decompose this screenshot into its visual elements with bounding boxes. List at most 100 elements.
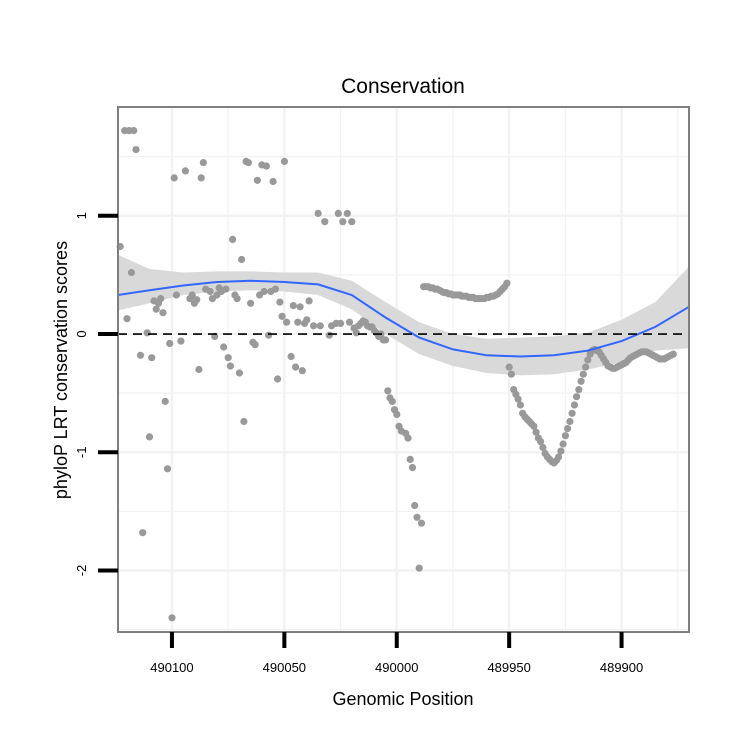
data-point — [584, 356, 592, 364]
data-point — [145, 433, 154, 441]
confidence-band-area — [118, 254, 689, 376]
data-point — [298, 367, 306, 375]
data-point — [170, 174, 178, 182]
x-tick-label: 490000 — [375, 660, 418, 675]
data-point — [130, 127, 138, 135]
data-point — [292, 363, 300, 371]
grid-lines — [118, 107, 689, 632]
data-point — [159, 309, 167, 317]
data-point — [503, 279, 511, 287]
data-point — [197, 174, 205, 182]
data-point — [168, 614, 176, 622]
data-point — [669, 350, 677, 358]
data-point — [287, 352, 295, 361]
data-point — [233, 295, 241, 303]
data-point — [314, 209, 322, 217]
data-point — [181, 167, 189, 175]
data-point — [415, 564, 423, 572]
data-point — [388, 397, 396, 405]
data-point — [195, 365, 203, 374]
x-axis-ticks: 490100 490050 490000 489950 489900 — [150, 632, 643, 675]
data-point — [123, 315, 131, 323]
data-point — [348, 218, 356, 226]
data-point — [334, 209, 342, 217]
data-point — [321, 218, 329, 226]
data-point — [269, 177, 277, 186]
data-point — [229, 235, 237, 243]
data-point — [152, 305, 160, 313]
y-tick-label: 0 — [74, 330, 89, 337]
data-point — [310, 322, 318, 330]
data-point — [163, 465, 172, 473]
data-point — [139, 529, 147, 537]
y-axis-ticks: -2 -1 0 1 — [74, 212, 118, 576]
data-point — [188, 291, 196, 299]
data-point — [557, 447, 565, 455]
data-point — [573, 393, 581, 401]
data-point — [240, 417, 248, 426]
data-point — [413, 513, 421, 521]
data-point — [278, 312, 286, 320]
data-point — [148, 354, 156, 362]
data-point — [235, 369, 243, 377]
data-point — [136, 351, 145, 359]
data-point — [505, 363, 513, 371]
data-point — [339, 218, 347, 226]
data-point — [404, 434, 412, 442]
data-point — [514, 395, 522, 403]
data-point — [177, 337, 185, 345]
data-point — [280, 157, 288, 165]
data-point — [352, 329, 360, 337]
data-point — [226, 362, 234, 370]
x-tick-label: 490050 — [263, 660, 306, 675]
x-tick-label: 489900 — [600, 660, 643, 675]
data-point — [417, 519, 426, 527]
data-point — [337, 319, 345, 327]
data-point — [296, 303, 304, 311]
y-tick-label: -2 — [74, 565, 89, 577]
data-point — [161, 397, 169, 405]
data-point — [343, 209, 351, 217]
data-point — [303, 316, 311, 324]
data-point — [127, 268, 136, 277]
data-point — [384, 387, 392, 395]
data-point — [539, 443, 547, 452]
data-point — [289, 302, 297, 310]
data-point — [381, 336, 390, 344]
data-point — [283, 318, 291, 326]
data-point — [265, 331, 273, 339]
data-point — [274, 375, 282, 383]
smooth-fit-line — [117, 279, 690, 358]
data-point — [262, 162, 270, 170]
data-point — [316, 322, 324, 330]
data-point — [251, 341, 259, 349]
chart-title: Conservation — [341, 75, 465, 98]
data-point — [157, 295, 165, 303]
smooth-line — [117, 279, 690, 358]
data-point — [575, 386, 583, 394]
y-tick-label: 1 — [74, 212, 89, 219]
panel-border — [117, 106, 690, 633]
data-point — [393, 410, 401, 418]
y-tick-label: -1 — [74, 447, 89, 459]
data-point — [253, 176, 261, 184]
data-point — [193, 296, 201, 304]
data-point — [166, 339, 174, 348]
data-point — [294, 318, 302, 326]
data-point — [271, 285, 279, 293]
x-tick-label: 490100 — [150, 660, 193, 675]
data-point — [530, 422, 538, 430]
data-point — [566, 417, 574, 426]
data-point — [132, 146, 140, 154]
data-point — [224, 354, 232, 362]
plot-border — [117, 106, 690, 633]
data-point — [247, 299, 255, 307]
confidence-band — [118, 254, 689, 376]
data-point — [582, 363, 590, 371]
data-point — [532, 428, 540, 436]
data-point — [411, 501, 419, 510]
data-point — [143, 329, 151, 337]
data-point — [222, 285, 230, 293]
data-point — [172, 291, 180, 299]
